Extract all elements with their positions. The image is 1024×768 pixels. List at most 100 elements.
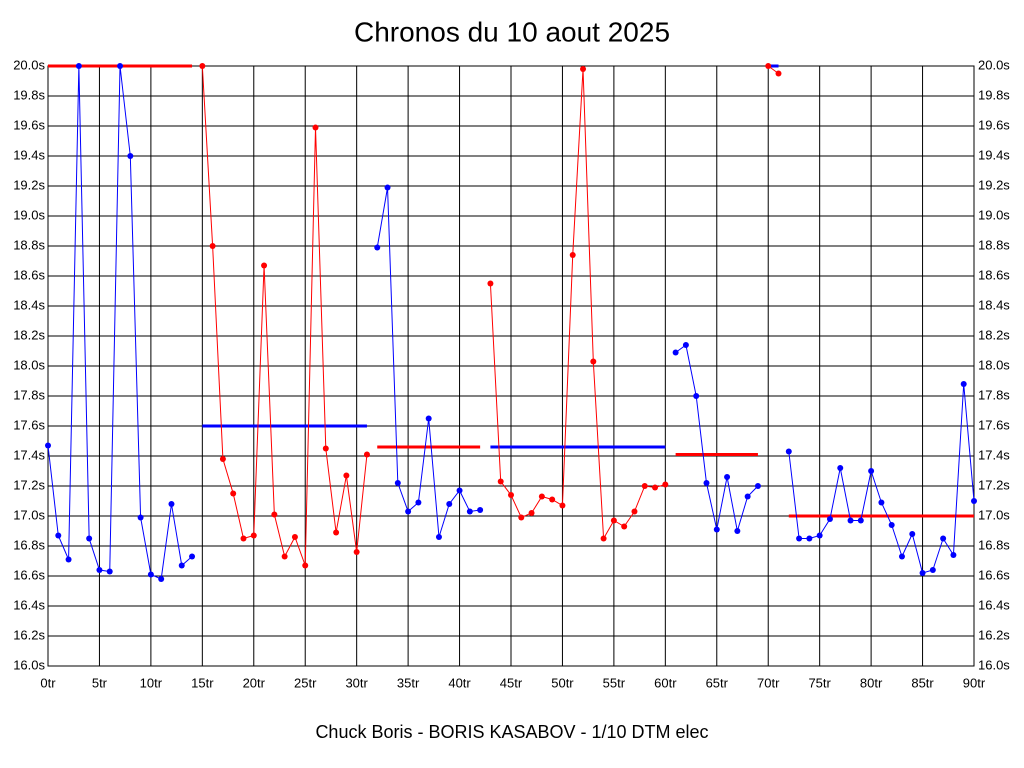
point: [652, 484, 659, 491]
point: [682, 342, 689, 348]
point: [837, 465, 844, 471]
point: [775, 70, 782, 77]
point: [333, 529, 340, 536]
y-tick-label: 18.2s: [13, 327, 45, 342]
x-tick-label: 85tr: [911, 675, 934, 690]
y-tick-label: 18.0s: [13, 357, 45, 372]
point: [415, 499, 422, 506]
point: [888, 522, 895, 528]
point: [219, 456, 226, 462]
x-tick-label: 15tr: [191, 675, 214, 690]
point: [580, 66, 587, 72]
point: [919, 570, 926, 576]
point: [209, 243, 216, 249]
point: [868, 468, 875, 474]
y-tick-label: 18.8s: [13, 237, 45, 252]
point: [497, 478, 504, 485]
point: [847, 517, 854, 524]
point: [178, 562, 185, 569]
point: [487, 280, 494, 287]
point: [724, 474, 731, 480]
y-tick-label: 17.6s: [13, 417, 45, 432]
y2-tick-label: 18.4s: [978, 297, 1010, 312]
plot-frame: [47, 65, 975, 667]
point: [528, 510, 535, 516]
point: [425, 415, 432, 422]
point: [137, 514, 144, 521]
point: [394, 480, 401, 486]
point: [878, 499, 885, 506]
point: [693, 393, 700, 399]
y-tick-label: 16.8s: [13, 537, 45, 552]
point: [590, 358, 597, 365]
point: [45, 442, 51, 449]
point: [796, 535, 803, 542]
point: [353, 549, 360, 555]
point: [971, 498, 977, 504]
point: [322, 445, 329, 452]
x-tick-label: 75tr: [808, 675, 831, 690]
point: [826, 516, 833, 522]
y2-tick-label: 16.2s: [978, 627, 1010, 642]
y-tick-label: 18.4s: [13, 297, 45, 312]
point: [929, 567, 936, 573]
point: [240, 535, 247, 542]
y-tick-label: 16.0s: [13, 657, 45, 672]
y2-tick-label: 17.4s: [978, 447, 1010, 462]
point: [343, 472, 350, 479]
y-tick-label: 16.2s: [13, 627, 45, 642]
point: [446, 501, 453, 507]
x-tick-label: 50tr: [551, 675, 574, 690]
point: [549, 496, 556, 503]
point: [621, 523, 628, 530]
point: [508, 492, 514, 498]
point: [631, 508, 638, 515]
x-tick-label: 90tr: [963, 675, 986, 690]
y-tick-label: 17.8s: [13, 387, 45, 402]
y2-tick-label: 18.0s: [978, 357, 1010, 372]
point: [744, 493, 751, 500]
y-tick-label: 19.8s: [13, 87, 45, 102]
point: [168, 501, 175, 507]
point: [363, 451, 370, 458]
point: [816, 532, 823, 539]
y-tick-label: 20.0s: [13, 57, 45, 72]
y2-tick-label: 16.0s: [978, 657, 1010, 672]
point: [189, 553, 196, 560]
x-tick-label: 5tr: [92, 675, 108, 690]
y2-tick-label: 16.8s: [978, 537, 1010, 552]
point: [271, 511, 278, 518]
y2-tick-label: 19.4s: [978, 147, 1010, 162]
y2-tick-label: 19.8s: [978, 87, 1010, 102]
point: [250, 532, 257, 539]
y-tick-label: 18.6s: [13, 267, 45, 282]
y2-tick-label: 18.6s: [978, 267, 1010, 282]
point: [940, 535, 947, 542]
series-line: [376, 187, 481, 538]
y2-tick-label: 17.0s: [978, 507, 1010, 522]
y2-tick-label: 18.2s: [978, 327, 1010, 342]
y2-tick-label: 20.0s: [978, 57, 1010, 72]
point: [909, 531, 916, 537]
point: [466, 508, 473, 515]
point: [857, 517, 864, 524]
point: [405, 508, 412, 515]
point: [765, 63, 772, 69]
point: [281, 553, 288, 560]
point: [569, 252, 576, 258]
x-tick-label: 60tr: [654, 675, 677, 690]
point: [96, 567, 103, 573]
point: [600, 535, 607, 542]
point: [261, 262, 268, 269]
point: [230, 490, 237, 497]
point: [806, 535, 813, 542]
chart-footer: Chuck Boris - BORIS KASABOV - 1/10 DTM e…: [315, 722, 708, 742]
y2-tick-label: 17.8s: [978, 387, 1010, 402]
point: [662, 481, 669, 488]
point: [538, 493, 545, 500]
point: [147, 571, 154, 578]
x-tick-label: 30tr: [345, 675, 368, 690]
y2-tick-label: 19.6s: [978, 117, 1010, 132]
x-tick-label: 65tr: [706, 675, 729, 690]
